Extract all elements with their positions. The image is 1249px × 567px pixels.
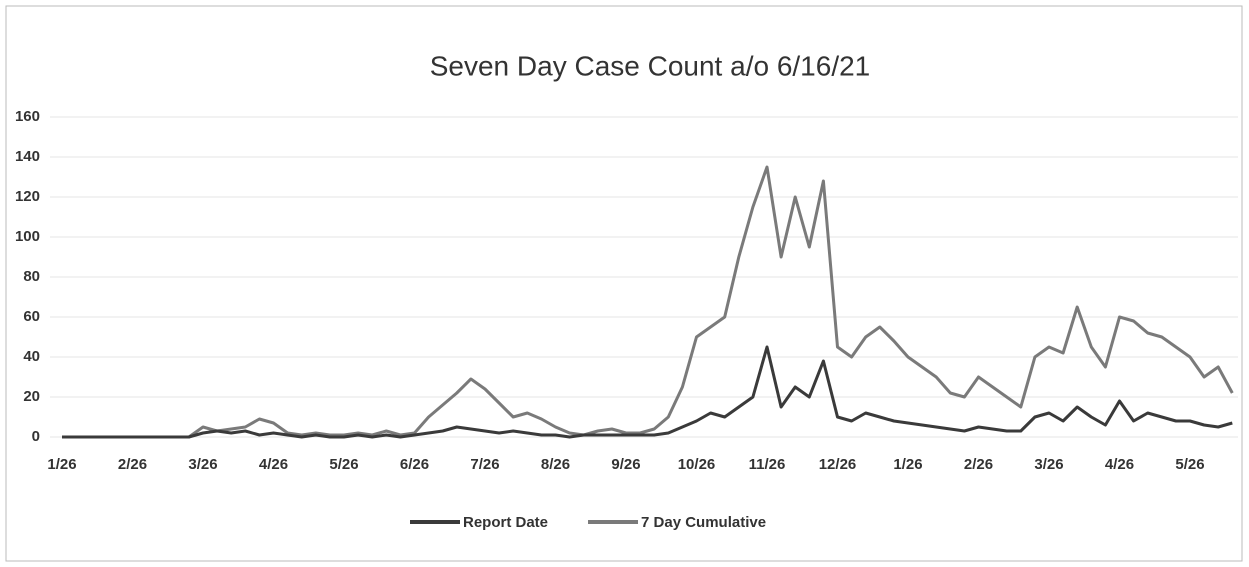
y-tick-label: 40 bbox=[23, 348, 40, 365]
y-tick-label: 160 bbox=[15, 108, 40, 125]
x-tick-label: 7/26 bbox=[470, 456, 499, 473]
y-tick-label: 100 bbox=[15, 228, 40, 245]
series-line bbox=[62, 165, 1234, 439]
series-line bbox=[62, 345, 1233, 439]
x-tick-label: 1/26 bbox=[47, 456, 76, 473]
chart-border bbox=[5, 5, 1243, 562]
y-tick-label: 0 bbox=[32, 428, 40, 445]
x-tick-label: 10/26 bbox=[678, 456, 716, 473]
x-tick-label: 4/26 bbox=[259, 456, 288, 473]
legend-label: 7 Day Cumulative bbox=[641, 514, 766, 531]
x-tick-label: 1/26 bbox=[893, 456, 922, 473]
x-tick-label: 3/26 bbox=[1034, 456, 1063, 473]
x-tick-label: 6/26 bbox=[400, 456, 429, 473]
x-tick-label: 9/26 bbox=[611, 456, 640, 473]
y-tick-label: 80 bbox=[23, 268, 40, 285]
x-tick-label: 8/26 bbox=[541, 456, 570, 473]
legend-label: Report Date bbox=[463, 514, 548, 531]
y-tick-label: 120 bbox=[15, 188, 40, 205]
x-tick-label: 5/26 bbox=[1175, 456, 1204, 473]
y-tick-label: 60 bbox=[23, 308, 40, 325]
x-tick-label: 11/26 bbox=[749, 456, 786, 473]
x-tick-label: 5/26 bbox=[329, 456, 358, 473]
x-tick-label: 2/26 bbox=[118, 456, 147, 473]
x-tick-label: 3/26 bbox=[188, 456, 217, 473]
chart-title: Seven Day Case Count a/o 6/16/21 bbox=[430, 50, 871, 81]
x-tick-label: 12/26 bbox=[819, 456, 857, 473]
y-tick-label: 140 bbox=[15, 148, 40, 165]
x-tick-label: 2/26 bbox=[964, 456, 993, 473]
x-tick-label: 4/26 bbox=[1105, 456, 1134, 473]
y-tick-label: 20 bbox=[23, 388, 40, 405]
